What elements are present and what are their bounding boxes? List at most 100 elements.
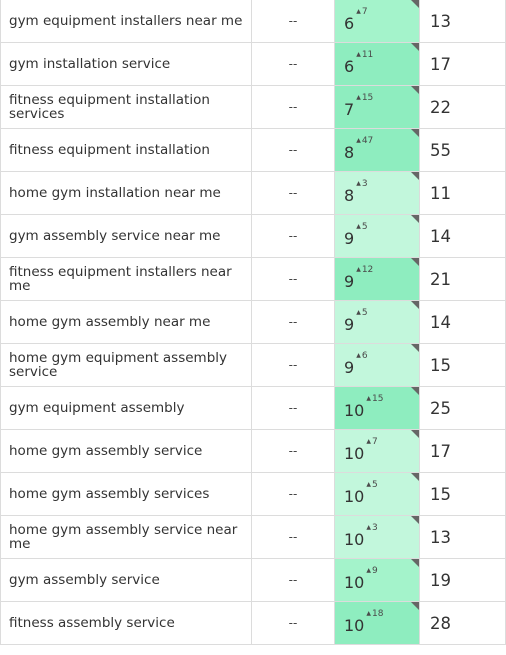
table-row[interactable]: fitness equipment installation -- 8▲47 55 [0, 128, 506, 172]
rank-change-value: 9 [371, 566, 378, 577]
rank-change-value: 12 [361, 265, 374, 276]
corner-marker-icon[interactable] [411, 516, 419, 524]
corner-marker-icon[interactable] [411, 0, 419, 8]
previous-rank-cell: 21 [419, 257, 506, 301]
keyword-cell[interactable]: home gym installation near me [0, 171, 252, 215]
table-row[interactable]: home gym assembly service -- 10▲7 17 [0, 429, 506, 473]
rank-cell[interactable]: 6▲7 [334, 0, 420, 43]
previous-rank-cell: 15 [419, 472, 506, 516]
rank-change-value: 5 [361, 222, 368, 233]
rank-change-value: 7 [371, 437, 378, 448]
keyword-cell[interactable]: gym equipment assembly [0, 386, 252, 430]
keyword-cell[interactable]: gym assembly service near me [0, 214, 252, 258]
keyword-cell[interactable]: home gym equipment assembly service [0, 343, 252, 387]
rank-change: ▲6 [356, 351, 367, 361]
rank-cell[interactable]: 9▲6 [334, 343, 420, 387]
corner-marker-icon[interactable] [411, 86, 419, 94]
corner-marker-icon[interactable] [411, 43, 419, 51]
up-arrow-icon: ▲ [366, 524, 371, 532]
rank-value: 10 [344, 486, 365, 506]
table-row[interactable]: gym assembly service near me -- 9▲5 14 [0, 214, 506, 258]
keyword-cell[interactable]: fitness assembly service [0, 601, 252, 645]
rank-cell[interactable]: 10▲18 [334, 601, 420, 645]
rank-value: 8 [344, 142, 355, 162]
corner-marker-icon[interactable] [411, 559, 419, 567]
rank-change-value: 3 [361, 179, 368, 190]
previous-rank-cell: 22 [419, 85, 506, 129]
table-row[interactable]: gym equipment assembly -- 10▲15 25 [0, 386, 506, 430]
rank-cell[interactable]: 10▲9 [334, 558, 420, 602]
search-volume-cell: -- [251, 128, 335, 172]
previous-rank-cell: 19 [419, 558, 506, 602]
up-arrow-icon: ▲ [366, 438, 371, 446]
corner-marker-icon[interactable] [411, 387, 419, 395]
corner-marker-icon[interactable] [411, 430, 419, 438]
keyword-cell[interactable]: home gym assembly service near me [0, 515, 252, 559]
rank-value: 9 [344, 271, 355, 291]
keyword-cell[interactable]: home gym assembly near me [0, 300, 252, 344]
rank-cell[interactable]: 10▲15 [334, 386, 420, 430]
search-volume-cell: -- [251, 343, 335, 387]
table-row[interactable]: home gym assembly services -- 10▲5 15 [0, 472, 506, 516]
table-row[interactable]: gym assembly service -- 10▲9 19 [0, 558, 506, 602]
rank-cell[interactable]: 10▲3 [334, 515, 420, 559]
table-row[interactable]: fitness equipment installers near me -- 9▲… [0, 257, 506, 301]
previous-rank-cell: 17 [419, 42, 506, 86]
rank-value: 9 [344, 228, 355, 248]
rank-value: 10 [344, 400, 365, 420]
keyword-cell[interactable]: fitness equipment installation [0, 128, 252, 172]
rank-value: 9 [344, 314, 355, 334]
rank-cell[interactable]: 9▲5 [334, 300, 420, 344]
up-arrow-icon: ▲ [366, 567, 371, 575]
rank-change-value: 5 [361, 308, 368, 319]
rank-cell[interactable]: 9▲5 [334, 214, 420, 258]
corner-marker-icon[interactable] [411, 344, 419, 352]
corner-marker-icon[interactable] [411, 129, 419, 137]
rank-cell[interactable]: 8▲3 [334, 171, 420, 215]
keyword-cell[interactable]: home gym assembly services [0, 472, 252, 516]
corner-marker-icon[interactable] [411, 473, 419, 481]
keyword-cell[interactable]: fitness equipment installers near me [0, 257, 252, 301]
rank-change: ▲9 [366, 566, 377, 576]
rank-value: 7 [344, 99, 355, 119]
keyword-cell[interactable]: fitness equipment installation services [0, 85, 252, 129]
table-row[interactable]: fitness equipment installation services -… [0, 85, 506, 129]
up-arrow-icon: ▲ [356, 266, 361, 274]
rank-change-value: 47 [361, 136, 374, 147]
corner-marker-icon[interactable] [411, 301, 419, 309]
corner-marker-icon[interactable] [411, 215, 419, 223]
rank-cell[interactable]: 10▲7 [334, 429, 420, 473]
rank-change: ▲47 [356, 136, 373, 146]
up-arrow-icon: ▲ [356, 51, 361, 59]
rank-cell[interactable]: 6▲11 [334, 42, 420, 86]
keyword-cell[interactable]: gym assembly service [0, 558, 252, 602]
corner-marker-icon[interactable] [411, 258, 419, 266]
table-row[interactable]: fitness assembly service -- 10▲18 28 [0, 601, 506, 645]
table-row[interactable]: gym installation service -- 6▲11 17 [0, 42, 506, 86]
table-row[interactable]: home gym assembly near me -- 9▲5 14 [0, 300, 506, 344]
table-row[interactable]: home gym assembly service near me -- 10▲3 1… [0, 515, 506, 559]
search-volume-cell: -- [251, 85, 335, 129]
corner-marker-icon[interactable] [411, 602, 419, 610]
rank-cell[interactable]: 7▲15 [334, 85, 420, 129]
rank-change: ▲5 [356, 222, 367, 232]
rank-value: 6 [344, 13, 355, 33]
rank-change: ▲3 [356, 179, 367, 189]
search-volume-cell: -- [251, 558, 335, 602]
table-row[interactable]: home gym equipment assembly service -- 9▲6… [0, 343, 506, 387]
corner-marker-icon[interactable] [411, 172, 419, 180]
rank-cell[interactable]: 8▲47 [334, 128, 420, 172]
up-arrow-icon: ▲ [356, 137, 361, 145]
table-row[interactable]: home gym installation near me -- 8▲3 11 [0, 171, 506, 215]
table-row[interactable]: gym equipment installers near me -- 6▲7 13 [0, 0, 506, 43]
keyword-cell[interactable]: gym installation service [0, 42, 252, 86]
search-volume-cell: -- [251, 300, 335, 344]
keyword-cell[interactable]: home gym assembly service [0, 429, 252, 473]
rank-change: ▲7 [366, 437, 377, 447]
keyword-cell[interactable]: gym equipment installers near me [0, 0, 252, 43]
rank-cell[interactable]: 9▲12 [334, 257, 420, 301]
rank-cell[interactable]: 10▲5 [334, 472, 420, 516]
search-volume-cell: -- [251, 42, 335, 86]
up-arrow-icon: ▲ [356, 309, 361, 317]
